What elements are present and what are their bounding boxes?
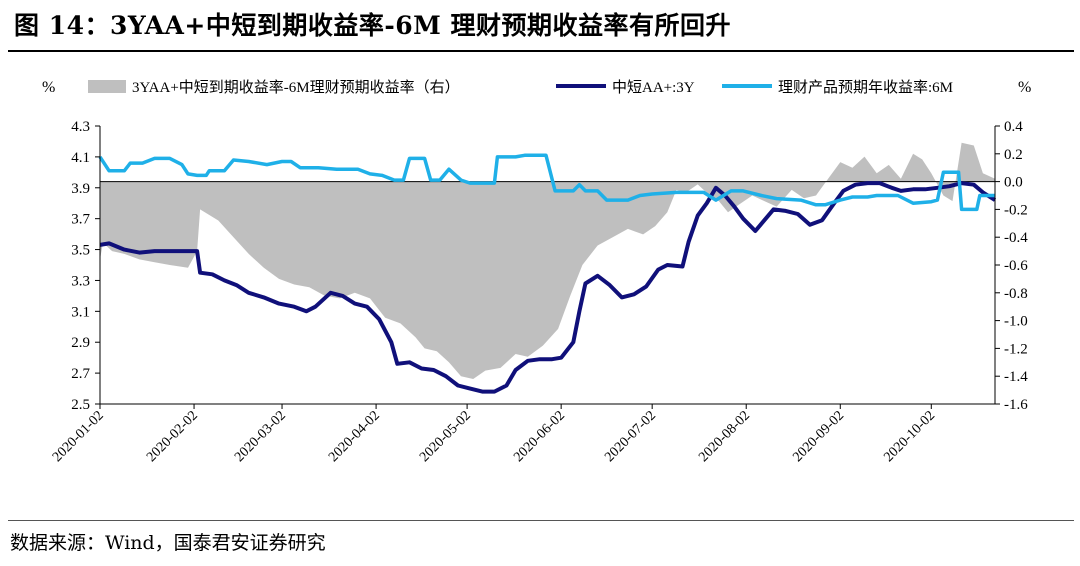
series-line-wm6m <box>98 153 995 212</box>
legend-label-aa3y: 中短AA+:3Y <box>612 79 695 96</box>
right-tick-label: -1.4 <box>1004 369 1028 385</box>
left-axis-unit: % <box>42 79 55 96</box>
left-tick-label: 2.9 <box>71 335 90 351</box>
right-tick-label: 0.2 <box>1004 147 1023 163</box>
series-area-spread <box>100 142 995 379</box>
right-tick-label: -0.4 <box>1004 230 1028 246</box>
right-tick-label: 0.0 <box>1004 175 1023 191</box>
right-tick-label: -0.6 <box>1004 258 1028 274</box>
x-tick-label: 2020-08-02 <box>696 408 753 465</box>
title-rule <box>8 50 1074 52</box>
right-tick-label: -1.6 <box>1004 397 1028 413</box>
source-rule <box>8 520 1074 521</box>
left-tick-label: 4.3 <box>71 119 90 135</box>
right-tick-label: -1.2 <box>1004 341 1028 357</box>
left-tick-label: 3.1 <box>71 304 90 320</box>
legend: % % 3YAA+中短到期收益率-6M理财预期收益率（右） 中短AA+:3Y 理… <box>42 79 1031 96</box>
legend-label-wm6m: 理财产品预期年收益率:6M <box>778 79 953 96</box>
right-tick-label: -0.2 <box>1004 202 1028 218</box>
x-tick-label: 2020-06-02 <box>511 408 568 465</box>
left-tick-label: 3.9 <box>71 181 90 197</box>
x-tick-label: 2020-01-02 <box>50 408 107 465</box>
x-tick-label: 2020-09-02 <box>790 408 847 465</box>
source-note: 数据来源：Wind，国泰君安证券研究 <box>10 532 326 554</box>
series-line-aa3y <box>99 181 997 394</box>
right-tick-label: -0.8 <box>1004 286 1028 302</box>
left-tick-label: 2.7 <box>71 366 90 382</box>
left-tick-label: 3.5 <box>71 243 90 259</box>
x-tick-label: 2020-05-02 <box>417 408 474 465</box>
right-tick-label: -1.0 <box>1004 314 1028 330</box>
x-tick-label: 2020-02-02 <box>144 408 201 465</box>
right-axis-unit: % <box>1018 79 1031 96</box>
legend-swatch-spread <box>88 80 126 93</box>
chart-svg: % % 3YAA+中短到期收益率-6M理财预期收益率（右） 中短AA+:3Y 理… <box>42 79 1031 465</box>
figure-title: 图 14：3YAA+中短到期收益率-6M 理财预期收益率有所回升 <box>14 11 732 40</box>
left-tick-label: 4.1 <box>71 150 90 166</box>
right-tick-label: 0.4 <box>1004 119 1023 135</box>
x-tick-label: 2020-04-02 <box>326 408 383 465</box>
left-tick-label: 2.5 <box>71 397 90 413</box>
legend-label-spread: 3YAA+中短到期收益率-6M理财预期收益率（右） <box>132 79 460 96</box>
x-tick-label: 2020-10-02 <box>881 408 938 465</box>
left-tick-label: 3.3 <box>71 273 90 289</box>
left-tick-label: 3.7 <box>71 212 90 228</box>
x-tick-label: 2020-03-02 <box>232 408 289 465</box>
x-tick-label: 2020-07-02 <box>602 408 659 465</box>
